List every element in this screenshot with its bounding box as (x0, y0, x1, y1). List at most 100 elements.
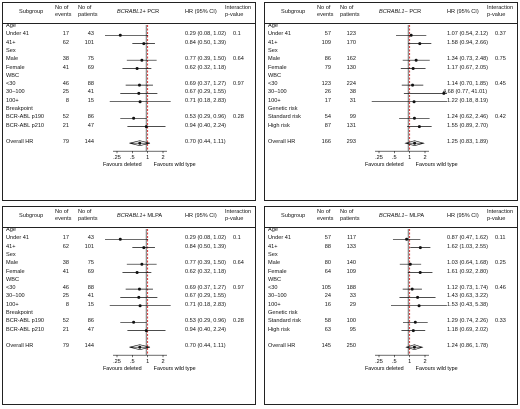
events-count: 46 (62, 285, 69, 292)
x-tick-label: 2 (161, 155, 164, 161)
x-tick-label: 1 (146, 359, 149, 365)
events-count: 21 (62, 326, 69, 333)
patients-count: 293 (346, 139, 356, 146)
patients-count: 100 (346, 318, 356, 325)
patients-count: 162 (346, 56, 356, 63)
events-count: 86 (324, 56, 331, 63)
events-count: 79 (324, 64, 331, 71)
interaction-pvalue: 0.97 (233, 81, 244, 88)
patients-count: 15 (87, 97, 94, 104)
subgroup-label: Under 41 (268, 235, 292, 242)
interaction-pvalue: 0.33 (495, 318, 506, 325)
hr-ci-text: 0.62 (0.32, 1.18) (185, 268, 227, 275)
group-label: Age (6, 23, 16, 29)
hr-point (135, 271, 139, 274)
hr-point (417, 304, 421, 308)
x-tick-label: .25 (375, 155, 383, 161)
events-count: 145 (321, 343, 331, 350)
hr-ci-text: 0.69 (0.37, 1.27) (185, 285, 227, 292)
subgroup-label: 100+ (6, 301, 19, 308)
hr-point (137, 295, 141, 299)
x-tick-label: .25 (113, 155, 121, 161)
events-count: 17 (62, 31, 69, 38)
events-count: 58 (324, 318, 331, 325)
hr-point (137, 91, 141, 95)
header-hr: HR (95% CI) (447, 213, 479, 219)
patients-count: 75 (87, 260, 94, 267)
header-plot-title: BCRABL1+ MLPA (117, 213, 162, 220)
subgroup-label: Under 41 (6, 235, 30, 242)
events-count: 16 (324, 301, 331, 308)
overall-diamond (404, 140, 425, 147)
overall-label: Overall HR (268, 139, 296, 146)
x-tick-label: .5 (392, 359, 397, 365)
subgroup-label: Male (268, 56, 281, 63)
subgroup-label: 30–100 (6, 89, 25, 96)
header-hr: HR (95% CI) (185, 9, 217, 15)
favours-left-label: Favours deleted (365, 366, 404, 372)
hr-ci-text: 1.07 (0.54, 2.12) (447, 31, 489, 38)
hr-ci-text: 0.84 (0.50, 1.39) (185, 39, 227, 46)
events-count: 57 (324, 235, 331, 242)
hr-point (413, 320, 417, 324)
subgroup-label: 41+ (268, 39, 278, 46)
hr-point (144, 125, 148, 129)
subgroup-label: Male (268, 260, 281, 267)
hr-ci-text: 0.71 (0.18, 2.83) (185, 301, 227, 308)
x-tick-label: .5 (130, 155, 135, 161)
events-count: 52 (62, 318, 69, 325)
patients-count: 144 (84, 139, 94, 146)
interaction-pvalue: 0.37 (495, 31, 506, 38)
header-hr: HR (95% CI) (447, 9, 479, 15)
group-label: Age (6, 227, 16, 233)
panel-frame: Subgroup No of events No of patients BCRABL… (2, 2, 256, 201)
hr-ci-text: 1.43 (0.63, 3.22) (447, 293, 489, 300)
header-hr: HR (95% CI) (185, 213, 217, 219)
hr-ci-text: 0.87 (0.47, 1.62) (447, 235, 489, 242)
subgroup-label: 41+ (6, 243, 16, 250)
hr-point (137, 287, 141, 291)
subgroup-label: Female (6, 64, 25, 71)
favours-left-label: Favours deleted (103, 162, 142, 168)
group-label: WBC (6, 72, 20, 79)
hr-ci-text: 1.53 (0.43, 5.38) (447, 301, 489, 308)
favours-right-label: Favours wild type (416, 366, 458, 372)
group-label: Sex (268, 47, 278, 54)
plot-title-gene: BCRABL1 (379, 9, 405, 15)
patients-count: 33 (349, 293, 356, 300)
interaction-pvalue: 0.1 (233, 31, 241, 38)
patients-count: 170 (346, 39, 356, 46)
patients-count: 140 (346, 260, 356, 267)
hr-point (132, 116, 136, 120)
hr-point (411, 329, 415, 333)
hr-ci-text: 1.03 (0.64, 1.68) (447, 260, 489, 267)
hr-ci-text: 1.29 (0.74, 2.26) (447, 318, 489, 325)
group-label: WBC (268, 72, 282, 79)
header-subgroup: Subgroup (19, 213, 44, 219)
patients-count: 131 (346, 122, 356, 129)
subgroup-label: <30 (268, 81, 278, 88)
events-count: 8 (65, 97, 69, 104)
hr-point (411, 67, 415, 70)
hr-ci-text: 1.61 (0.92, 2.80) (447, 268, 489, 275)
subgroup-label: Standard risk (268, 114, 301, 121)
events-count: 64 (324, 268, 331, 275)
interaction-pvalue: 0.1 (233, 235, 241, 242)
group-label: WBC (268, 276, 282, 283)
hr-ci-text: 0.29 (0.08, 1.02) (185, 235, 227, 242)
hr-ci-text: 1.22 (0.18, 8.19) (447, 97, 489, 104)
hr-ci-text: 0.84 (0.50, 1.39) (185, 243, 227, 250)
group-label: Sex (6, 47, 16, 54)
x-tick-label: 1 (408, 155, 411, 161)
forest-plot: .25 .5 1 2 Favours deleted Favours wild type (103, 25, 196, 168)
hr-point (414, 58, 418, 62)
events-count: 17 (324, 97, 331, 104)
header-events: No of events (317, 209, 334, 222)
hr-point (417, 125, 421, 129)
patients-count: 43 (87, 31, 94, 38)
subgroup-label: 41+ (268, 243, 278, 250)
events-count: 8 (65, 301, 69, 308)
x-tick-label: 1 (408, 359, 411, 365)
header-subgroup: Subgroup (281, 9, 306, 15)
hr-point (138, 304, 142, 308)
